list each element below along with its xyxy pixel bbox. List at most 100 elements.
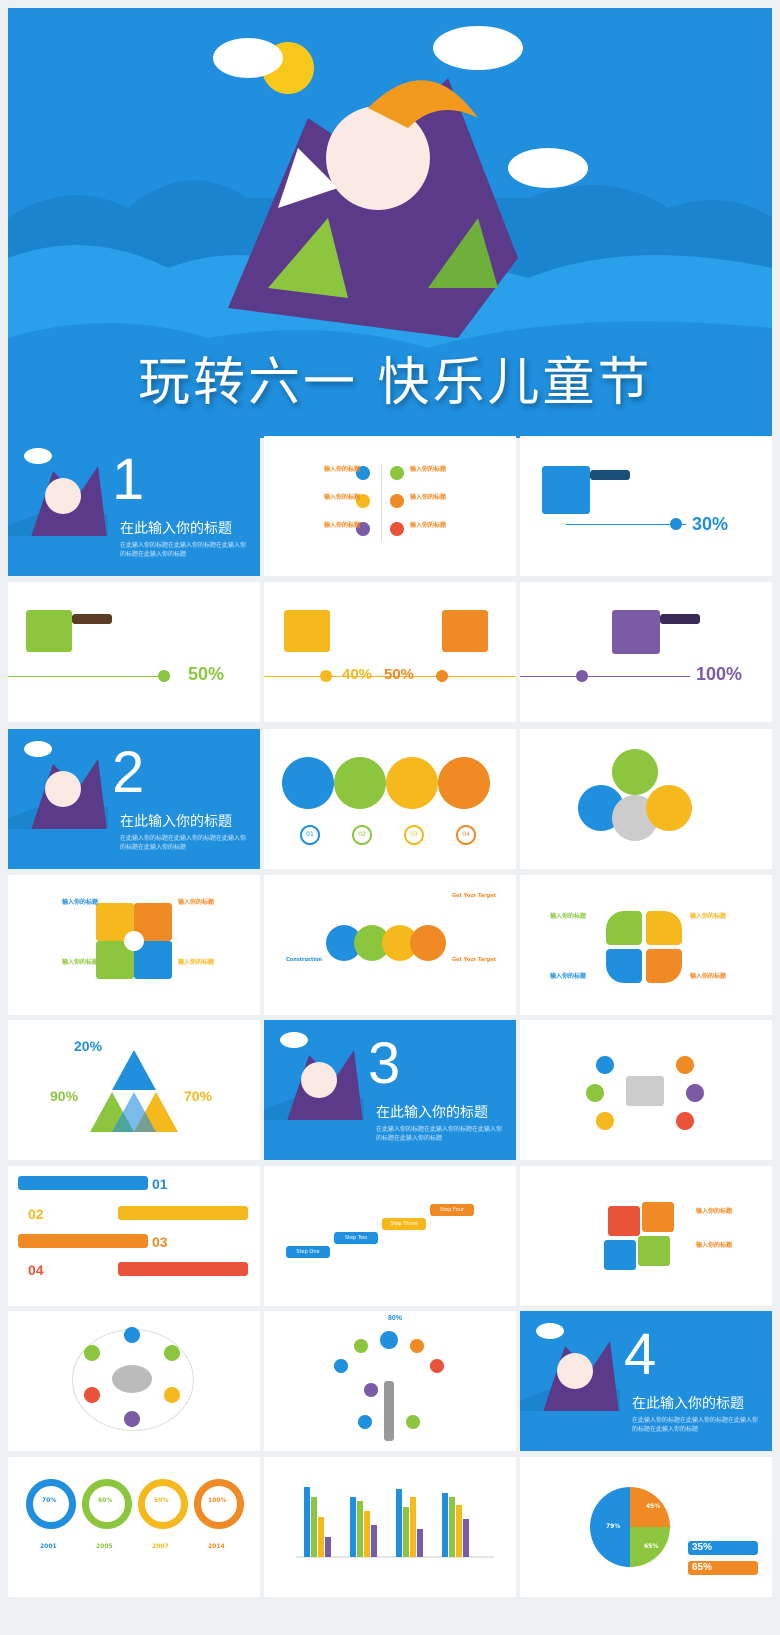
document-icon	[26, 610, 72, 652]
item-label: 输入你的标题	[690, 973, 727, 980]
section-subtitle: 在此输入你的标题在此输入你的标题在此输入你的标题在此输入你的标题	[376, 1126, 503, 1142]
settings-icon	[410, 1339, 424, 1353]
item-label: 输入你的标题	[324, 494, 361, 501]
donut-value: 50%	[154, 1497, 169, 1504]
percent-value: 90%	[50, 1088, 79, 1104]
flag-icon	[646, 949, 682, 983]
slide-cloud-ring[interactable]	[8, 1311, 260, 1451]
mic-icon	[642, 1202, 674, 1232]
arrow-bar	[18, 1234, 148, 1248]
share-icon	[686, 1084, 704, 1102]
slide-progress-50[interactable]: 50%	[8, 582, 260, 722]
section-slide-3[interactable]: 3 在此输入你的标题 在此输入你的标题在此输入你的标题在此输入你的标题在此输入你…	[264, 1020, 516, 1160]
globe-icon	[676, 1112, 694, 1130]
item-label: 输入你的标题	[696, 1208, 733, 1215]
item-label: 输入你的标题	[324, 522, 361, 529]
progress-dot	[158, 670, 170, 682]
section-illustration	[520, 1323, 620, 1411]
process-label: Get Your Target	[452, 893, 496, 899]
dollar-icon	[124, 1327, 140, 1343]
slide-cubes[interactable]: 输入你的标题 输入你的标题	[520, 1166, 772, 1306]
percent-value: 70%	[184, 1088, 213, 1104]
slide-bubbles[interactable]: 01 02 03 04	[264, 729, 516, 869]
cart-icon	[638, 1236, 670, 1266]
gear-icon	[356, 494, 370, 508]
flag-icon	[676, 1056, 694, 1074]
section-subtitle: 在此输入你的标题在此输入你的标题在此输入你的标题在此输入你的标题	[120, 542, 247, 558]
progress-line	[264, 676, 516, 677]
item-label: 输入你的标题	[62, 899, 99, 906]
slide-venn[interactable]	[520, 729, 772, 869]
stat-bar	[688, 1561, 758, 1575]
slide-donuts[interactable]: 70% 60% 50% 100% 2001 2005 2007 2014	[8, 1457, 260, 1597]
section-subtitle: 在此输入你的标题在此输入你的标题在此输入你的标题在此输入你的标题	[632, 1417, 759, 1433]
section-number: 1	[112, 447, 145, 512]
percent-value: 65%	[692, 1562, 713, 1573]
slide-process[interactable]: Construction Get Your Target Get Your Ta…	[264, 875, 516, 1015]
gear-icon	[596, 1056, 614, 1074]
arrow-bar	[118, 1262, 248, 1276]
progress-dot	[320, 670, 332, 682]
item-label: 输入你的标题	[178, 899, 215, 906]
section-subtitle: 在此输入你的标题在此输入你的标题在此输入你的标题在此输入你的标题	[120, 835, 247, 851]
slide-triangle[interactable]: 20% 90% 70%	[8, 1020, 260, 1160]
divider	[381, 464, 382, 542]
label-tag	[72, 614, 112, 624]
eye-icon	[542, 466, 590, 514]
step-number: 03	[152, 1234, 168, 1250]
triangle-diagram	[90, 1050, 178, 1132]
hero-banner: 玩转六一 快乐儿童节	[8, 8, 772, 438]
bulb-icon	[356, 522, 370, 536]
pie-chart	[590, 1487, 670, 1567]
slide-bar-chart[interactable]	[264, 1457, 516, 1597]
code-icon	[646, 785, 692, 831]
pie-value: 65%	[644, 1543, 659, 1550]
slide-progress-30[interactable]: 30%	[520, 436, 772, 576]
pie-value: 45%	[646, 1503, 661, 1510]
step-label: Step Three	[382, 1218, 426, 1230]
progress-dot	[670, 518, 682, 530]
section-number: 4	[624, 1322, 657, 1387]
percent-value: 20%	[74, 1038, 103, 1054]
section-title: 在此输入你的标题	[120, 814, 232, 830]
gear-center	[124, 931, 144, 951]
slide-gear[interactable]: 输入你的标题 输入你的标题 输入你的标题 输入你的标题	[8, 875, 260, 1015]
step-label: Step One	[286, 1246, 330, 1258]
send-icon	[612, 610, 660, 654]
item-label: 输入你的标题	[324, 466, 361, 473]
year-label: 2014	[208, 1543, 225, 1550]
slide-tree[interactable]: 80%	[264, 1311, 516, 1451]
slide-progress-100[interactable]: 100%	[520, 582, 772, 722]
tablet-icon	[646, 911, 682, 945]
section-number: 2	[112, 740, 145, 805]
bubble-yellow	[386, 757, 438, 809]
section-slide-2[interactable]: 2 在此输入你的标题 在此输入你的标题在此输入你的标题在此输入你的标题在此输入你…	[8, 729, 260, 869]
slide-progress-40-50[interactable]: 40% 50%	[264, 582, 516, 722]
item-label: 输入你的标题	[410, 522, 447, 529]
globe-icon	[380, 1331, 398, 1349]
list-icon	[164, 1387, 180, 1403]
item-label: 输入你的标题	[690, 913, 727, 920]
section-slide-4[interactable]: 4 在此输入你的标题 在此输入你的标题在此输入你的标题在此输入你的标题在此输入你…	[520, 1311, 772, 1451]
donut-value: 70%	[42, 1497, 57, 1504]
process-label: Construction	[286, 957, 323, 963]
user-icon	[84, 1345, 100, 1361]
slide-petals[interactable]: 输入你的标题 输入你的标题 输入你的标题 输入你的标题	[520, 875, 772, 1015]
section-illustration	[264, 1032, 364, 1120]
slide-hub[interactable]	[520, 1020, 772, 1160]
cloud-icon	[112, 1365, 152, 1393]
settings-icon	[390, 494, 404, 508]
slide-pie[interactable]: 79% 65% 45% 35% 65%	[520, 1457, 772, 1597]
slide-arrows[interactable]: 01 02 03 04	[8, 1166, 260, 1306]
percent-value: 100%	[696, 664, 743, 684]
slide-list-icons[interactable]: 输入你的标题 输入你的标题 输入你的标题 输入你的标题 输入你的标题 输入你的标…	[264, 436, 516, 576]
donut	[138, 1479, 188, 1529]
item-label: 输入你的标题	[550, 913, 587, 920]
monitor-icon	[626, 1076, 664, 1106]
percent-value: 35%	[692, 1542, 713, 1553]
link-icon	[430, 1359, 444, 1373]
section-illustration	[8, 448, 108, 536]
progress-line	[520, 676, 690, 677]
slide-steps[interactable]: Step One Step Two Step Three Step Four	[264, 1166, 516, 1306]
section-slide-1[interactable]: 1 在此输入你的标题 在此输入你的标题在此输入你的标题在此输入你的标题在此输入你…	[8, 436, 260, 576]
